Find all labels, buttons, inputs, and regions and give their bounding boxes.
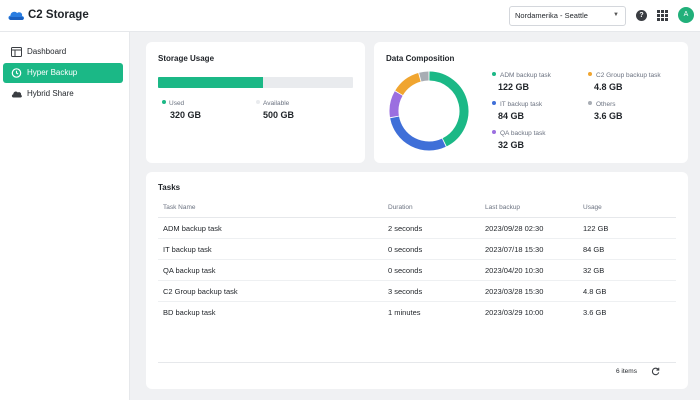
sidebar-item-label: Hyper Backup xyxy=(27,68,78,77)
duration-cell: 0 seconds xyxy=(388,266,423,275)
help-icon[interactable]: ? xyxy=(636,10,647,21)
composition-item-name: C2 Group backup task xyxy=(596,72,661,79)
task-name-cell: BD backup task xyxy=(163,308,216,317)
sidebar-item-hyper-backup[interactable]: Hyper Backup xyxy=(3,63,123,83)
available-value: 500 GB xyxy=(263,110,295,120)
available-label: Available xyxy=(263,100,290,107)
tasks-card: Tasks Task Name Duration Last backup Usa… xyxy=(146,172,688,389)
legend-dot-icon xyxy=(588,101,592,105)
data-composition-title: Data Composition xyxy=(386,54,455,63)
donut-slice-it-backup-task[interactable] xyxy=(390,116,446,151)
task-name-cell: IT backup task xyxy=(163,245,212,254)
composition-item-qa: QA backup task 32 GB xyxy=(492,130,546,150)
duration-cell: 3 seconds xyxy=(388,287,423,296)
column-header-duration[interactable]: Duration xyxy=(388,204,413,211)
composition-item-name: IT backup task xyxy=(500,101,543,108)
storage-usage-card: Storage Usage Used 320 GB Available 500 … xyxy=(146,42,365,163)
composition-item-value: 122 GB xyxy=(498,82,530,92)
used-label: Used xyxy=(169,100,185,107)
composition-item-name: ADM backup task xyxy=(500,72,551,79)
donut-slice-others[interactable] xyxy=(419,71,429,82)
last-backup-cell: 2023/07/18 15:30 xyxy=(485,245,544,254)
app-grid-icon[interactable] xyxy=(657,10,668,21)
composition-item-value: 32 GB xyxy=(498,140,525,150)
used-legend: Used xyxy=(162,100,184,107)
user-avatar[interactable]: A xyxy=(678,7,694,23)
duration-cell: 1 minutes xyxy=(388,308,421,317)
composition-item-name: QA backup task xyxy=(500,130,546,137)
cloud-logo-icon xyxy=(8,11,25,20)
usage-cell: 84 GB xyxy=(583,245,605,254)
region-select[interactable]: Nordamerika - Seattle ▼ xyxy=(509,6,626,26)
composition-item-it: IT backup task 84 GB xyxy=(492,101,542,121)
data-composition-card: Data Composition ADM backup task 122 GB … xyxy=(374,42,688,163)
column-header-last-backup[interactable]: Last backup xyxy=(485,204,521,211)
usage-cell: 32 GB xyxy=(583,266,605,275)
task-name-cell: C2 Group backup task xyxy=(163,287,238,296)
chevron-down-icon: ▼ xyxy=(613,12,619,18)
app-title: C2 Storage xyxy=(28,9,89,21)
region-select-value: Nordamerika - Seattle xyxy=(515,11,588,20)
storage-usage-fill xyxy=(158,77,264,88)
legend-dot-icon xyxy=(588,72,592,76)
available-dot-icon xyxy=(256,100,260,104)
storage-usage-title: Storage Usage xyxy=(158,54,215,63)
column-header-task-name[interactable]: Task Name xyxy=(163,204,196,211)
legend-dot-icon xyxy=(492,101,496,105)
used-value: 320 GB xyxy=(170,110,202,120)
composition-item-name: Others xyxy=(596,101,616,108)
table-row[interactable]: C2 Group backup task 3 seconds 2023/03/2… xyxy=(158,281,676,302)
backup-icon xyxy=(11,68,22,78)
table-footer-divider xyxy=(158,362,676,363)
sidebar-item-hybrid-share[interactable]: Hybrid Share xyxy=(3,84,123,104)
usage-cell: 3.6 GB xyxy=(583,308,607,317)
column-header-usage[interactable]: Usage xyxy=(583,204,602,211)
composition-item-adm: ADM backup task 122 GB xyxy=(492,72,551,92)
usage-cell: 122 GB xyxy=(583,224,609,233)
table-header: Task Name Duration Last backup Usage xyxy=(158,199,676,218)
duration-cell: 2 seconds xyxy=(388,224,423,233)
refresh-icon[interactable] xyxy=(651,367,660,376)
cloud-icon xyxy=(11,91,22,98)
dashboard-icon xyxy=(11,47,22,57)
available-legend: Available xyxy=(256,100,289,107)
task-name-cell: QA backup task xyxy=(163,266,216,275)
composition-item-others: Others 3.6 GB xyxy=(588,101,623,121)
used-dot-icon xyxy=(162,100,166,104)
tasks-table: Task Name Duration Last backup Usage ADM… xyxy=(158,199,676,323)
last-backup-cell: 2023/03/29 10:00 xyxy=(485,308,544,317)
task-name-cell: ADM backup task xyxy=(163,224,222,233)
items-count: 6 items xyxy=(616,368,637,375)
sidebar-item-label: Hybrid Share xyxy=(27,89,74,98)
last-backup-cell: 2023/09/28 02:30 xyxy=(485,224,544,233)
donut-slice-qa-backup-task[interactable] xyxy=(389,91,403,118)
sidebar: Dashboard Hyper Backup Hybrid Share xyxy=(0,32,130,400)
composition-item-value: 4.8 GB xyxy=(594,82,623,92)
last-backup-cell: 2023/04/20 10:30 xyxy=(485,266,544,275)
composition-item-c2-group: C2 Group backup task 4.8 GB xyxy=(588,72,661,92)
sidebar-item-label: Dashboard xyxy=(27,47,67,56)
composition-item-value: 3.6 GB xyxy=(594,111,623,121)
table-row[interactable]: BD backup task 1 minutes 2023/03/29 10:0… xyxy=(158,302,676,323)
storage-usage-bar xyxy=(158,77,353,88)
table-row[interactable]: QA backup task 0 seconds 2023/04/20 10:3… xyxy=(158,260,676,281)
donut-slice-adm-backup-task[interactable] xyxy=(429,71,469,147)
donut-slice-c2-group-backup-task[interactable] xyxy=(395,73,421,96)
top-bar: C2 Storage Nordamerika - Seattle ▼ ? A xyxy=(0,0,700,32)
legend-dot-icon xyxy=(492,72,496,76)
legend-dot-icon xyxy=(492,130,496,134)
table-row[interactable]: ADM backup task 2 seconds 2023/09/28 02:… xyxy=(158,218,676,239)
composition-donut-chart xyxy=(389,71,469,151)
sidebar-item-dashboard[interactable]: Dashboard xyxy=(3,42,123,62)
last-backup-cell: 2023/03/28 15:30 xyxy=(485,287,544,296)
duration-cell: 0 seconds xyxy=(388,245,423,254)
usage-cell: 4.8 GB xyxy=(583,287,607,296)
table-row[interactable]: IT backup task 0 seconds 2023/07/18 15:3… xyxy=(158,239,676,260)
tasks-title: Tasks xyxy=(158,183,181,192)
composition-item-value: 84 GB xyxy=(498,111,525,121)
